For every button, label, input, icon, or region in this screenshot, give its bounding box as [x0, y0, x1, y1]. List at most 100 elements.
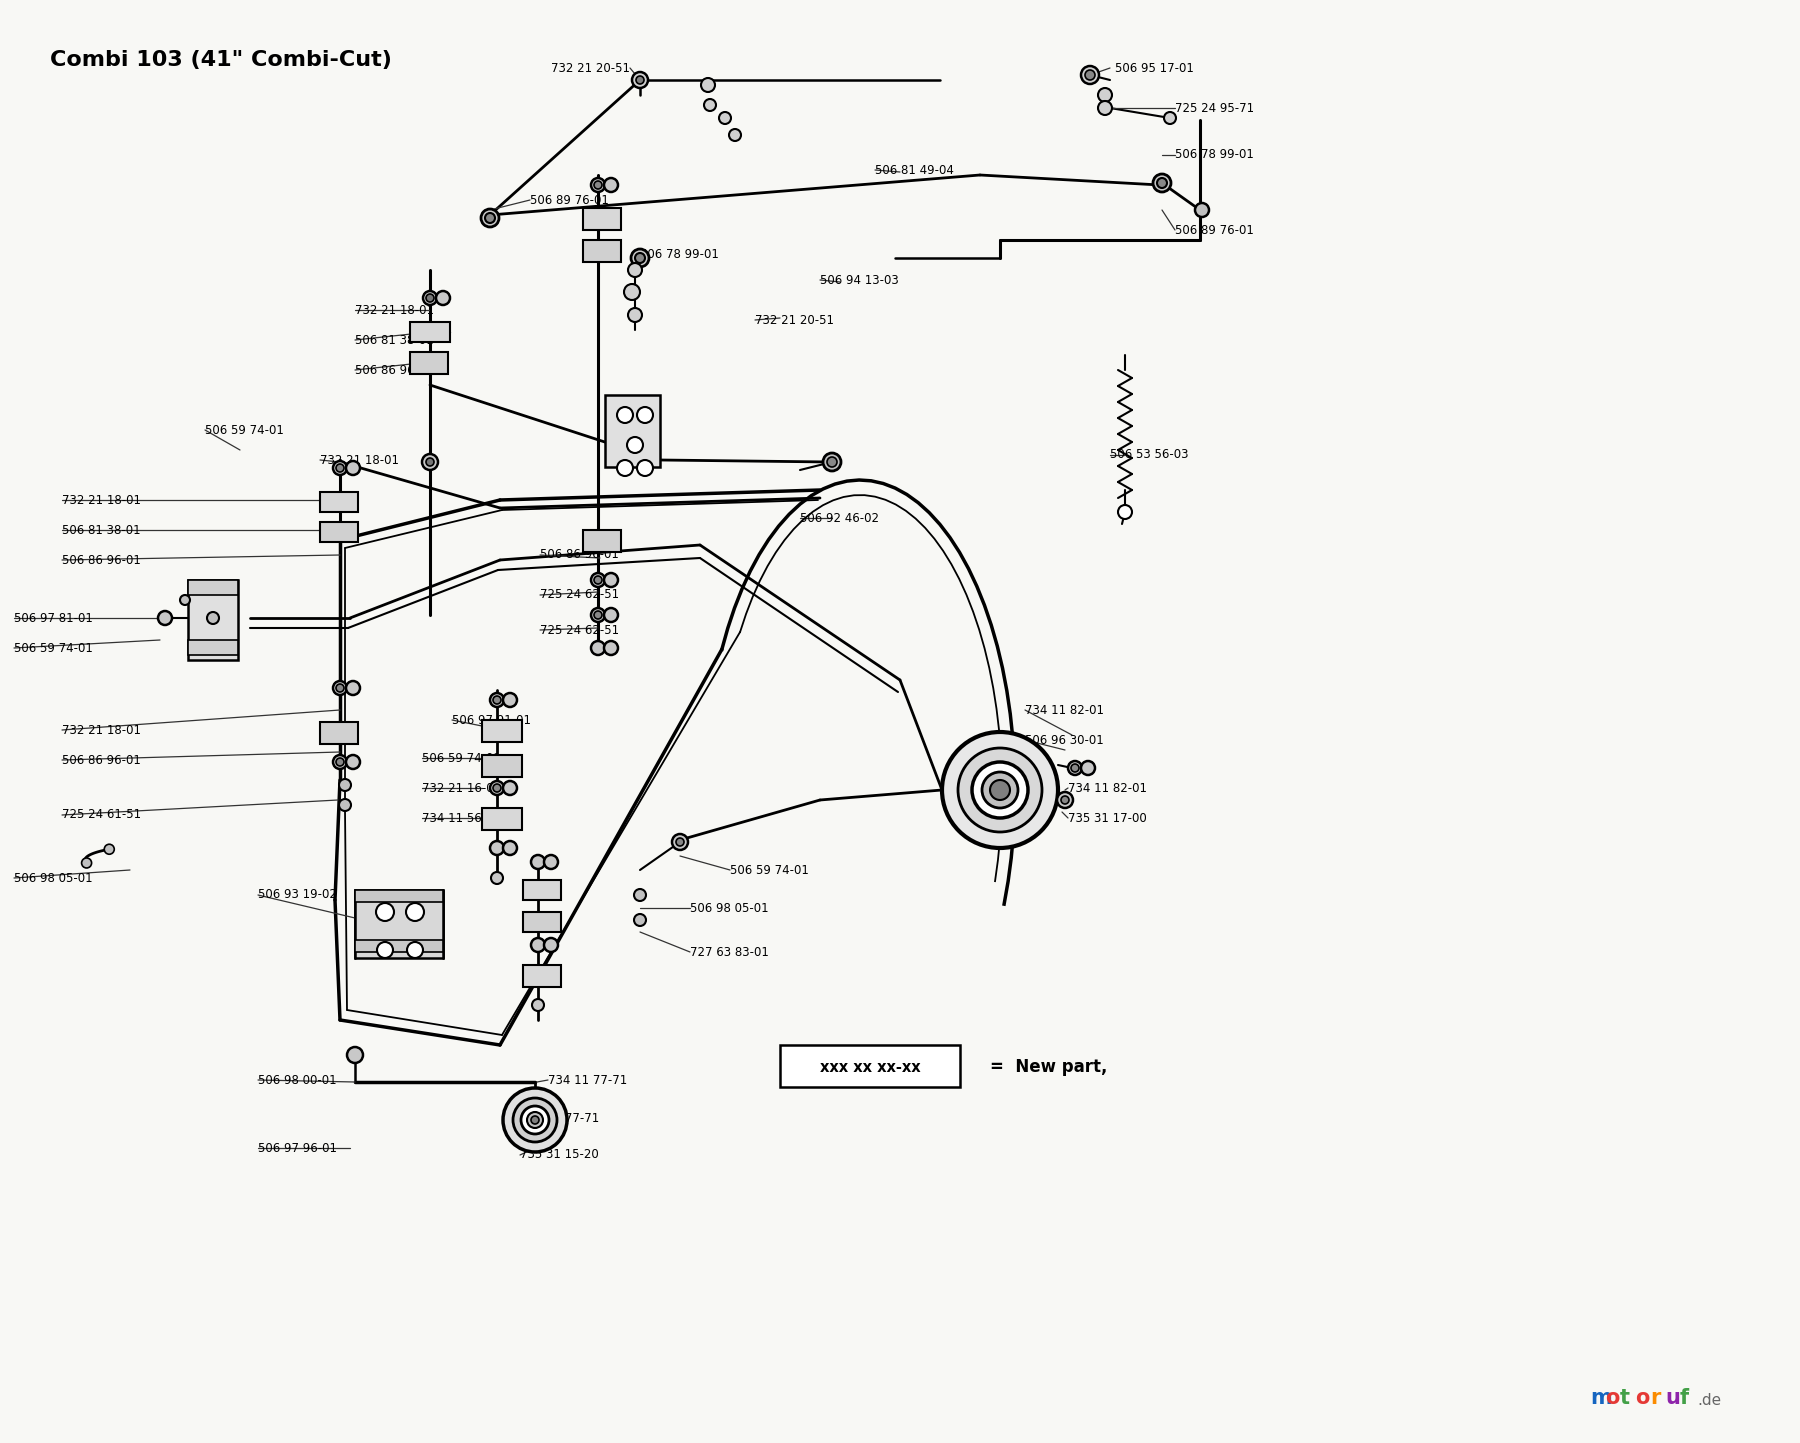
- Circle shape: [628, 307, 643, 322]
- Text: 506 86 96-01: 506 86 96-01: [355, 364, 434, 377]
- Text: r: r: [1651, 1388, 1660, 1408]
- Circle shape: [677, 838, 684, 846]
- Text: 506 78 99-01: 506 78 99-01: [1175, 149, 1255, 162]
- Text: 735 31 15-20: 735 31 15-20: [520, 1149, 599, 1162]
- Circle shape: [590, 177, 605, 192]
- Text: 732 21 20-51: 732 21 20-51: [551, 62, 630, 75]
- Text: 506 98 05-01: 506 98 05-01: [689, 902, 769, 915]
- Circle shape: [637, 407, 653, 423]
- Circle shape: [1118, 505, 1132, 519]
- Circle shape: [628, 263, 643, 277]
- Circle shape: [632, 72, 648, 88]
- Circle shape: [605, 177, 617, 192]
- Circle shape: [533, 999, 544, 1012]
- Circle shape: [718, 113, 731, 124]
- Text: 506 86 96-01: 506 86 96-01: [540, 548, 619, 561]
- Text: 506 59 74-01: 506 59 74-01: [421, 752, 500, 765]
- Text: 506 97 81-01: 506 97 81-01: [14, 612, 94, 625]
- Circle shape: [632, 250, 650, 267]
- Circle shape: [531, 856, 545, 869]
- Circle shape: [484, 214, 495, 224]
- Text: t: t: [1620, 1388, 1631, 1408]
- Circle shape: [590, 608, 605, 622]
- Text: 506 98 05-01: 506 98 05-01: [14, 872, 92, 885]
- Bar: [524, 880, 562, 900]
- Circle shape: [333, 755, 347, 769]
- Circle shape: [180, 595, 191, 605]
- Circle shape: [427, 294, 434, 302]
- Circle shape: [376, 942, 392, 958]
- Text: 506 53 56-03: 506 53 56-03: [1111, 449, 1188, 462]
- Text: 727 63 83-01: 727 63 83-01: [689, 945, 769, 958]
- Text: Combi 103 (41" Combi-Cut): Combi 103 (41" Combi-Cut): [50, 51, 392, 71]
- Circle shape: [1067, 760, 1082, 775]
- Circle shape: [729, 128, 742, 141]
- Text: f: f: [1679, 1388, 1688, 1408]
- Circle shape: [346, 460, 360, 475]
- Circle shape: [1154, 175, 1172, 192]
- Circle shape: [423, 291, 437, 304]
- Circle shape: [531, 938, 545, 952]
- Circle shape: [493, 696, 500, 704]
- Circle shape: [490, 693, 504, 707]
- Bar: [583, 208, 621, 229]
- Text: 506 89 76-01: 506 89 76-01: [1175, 224, 1255, 237]
- Circle shape: [338, 779, 351, 791]
- Circle shape: [527, 1113, 544, 1128]
- Text: 732 21 18-01: 732 21 18-01: [61, 494, 140, 506]
- Bar: [482, 755, 522, 776]
- Circle shape: [427, 457, 434, 466]
- Text: =  New part,: = New part,: [990, 1058, 1107, 1076]
- Text: 506 59 74-01: 506 59 74-01: [731, 863, 808, 876]
- Circle shape: [1098, 101, 1112, 115]
- Text: 735 31 17-00: 735 31 17-00: [1067, 811, 1147, 824]
- Circle shape: [958, 747, 1042, 833]
- Circle shape: [337, 758, 344, 766]
- Text: 506 86 96-01: 506 86 96-01: [61, 753, 140, 766]
- Text: 732 21 18-01: 732 21 18-01: [355, 303, 434, 316]
- Bar: [482, 808, 522, 830]
- Text: 732 21 18-01: 732 21 18-01: [61, 723, 140, 736]
- Text: 506 97 96-01: 506 97 96-01: [257, 1141, 337, 1154]
- Text: 506 81 38-01: 506 81 38-01: [355, 333, 434, 346]
- Circle shape: [983, 772, 1019, 808]
- Text: 734 11 82-01: 734 11 82-01: [1067, 782, 1147, 795]
- Circle shape: [635, 76, 644, 84]
- Circle shape: [502, 781, 517, 795]
- Circle shape: [502, 841, 517, 856]
- Circle shape: [590, 641, 605, 655]
- Circle shape: [605, 641, 617, 655]
- Bar: [187, 580, 238, 595]
- Text: 506 59 74-01: 506 59 74-01: [205, 423, 284, 436]
- Text: 506 81 49-04: 506 81 49-04: [875, 163, 954, 176]
- Text: m: m: [1589, 1388, 1611, 1408]
- Text: 506 89 76-01: 506 89 76-01: [529, 193, 608, 206]
- Bar: [583, 530, 621, 553]
- Circle shape: [625, 284, 641, 300]
- Circle shape: [1057, 792, 1073, 808]
- Circle shape: [531, 1115, 538, 1124]
- Circle shape: [1098, 88, 1112, 102]
- Circle shape: [407, 942, 423, 958]
- Circle shape: [421, 455, 437, 470]
- Bar: [779, 1045, 959, 1087]
- Circle shape: [634, 913, 646, 926]
- Bar: [524, 912, 562, 932]
- Circle shape: [493, 784, 500, 792]
- Text: 506 94 13-03: 506 94 13-03: [821, 274, 898, 287]
- Circle shape: [972, 762, 1028, 818]
- Circle shape: [436, 291, 450, 304]
- Text: o: o: [1634, 1388, 1649, 1408]
- Circle shape: [626, 437, 643, 453]
- Text: 506 95 17-01: 506 95 17-01: [1114, 62, 1193, 75]
- Text: 734 11 56-01: 734 11 56-01: [421, 811, 500, 824]
- Text: 506 96 30-01: 506 96 30-01: [1024, 733, 1103, 746]
- Bar: [410, 322, 450, 342]
- Text: u: u: [1665, 1388, 1679, 1408]
- Circle shape: [376, 903, 394, 921]
- Circle shape: [407, 903, 425, 921]
- Circle shape: [1157, 177, 1166, 188]
- Bar: [320, 722, 358, 745]
- Bar: [355, 890, 443, 958]
- Circle shape: [491, 872, 502, 885]
